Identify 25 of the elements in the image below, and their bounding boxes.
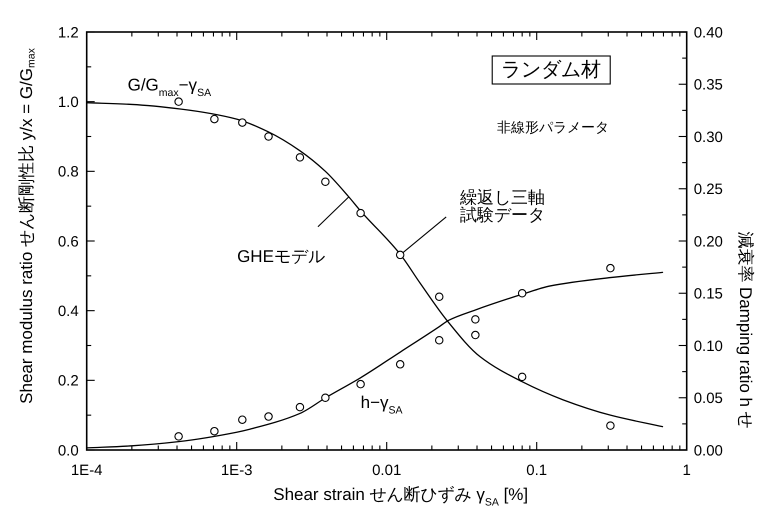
- y2-tick-label: 0.20: [694, 233, 723, 250]
- y-tick-label: 1.0: [58, 94, 79, 111]
- x-tick-label: 1: [682, 462, 691, 479]
- y2-tick-label: 0.35: [694, 76, 723, 94]
- y2-tick-label: 0.15: [694, 286, 723, 303]
- subtitle: 非線形パラメータ: [497, 119, 610, 135]
- x-axis-title: Shear strain せん断ひずみ γ$_{SA}$ [%]: [273, 485, 528, 508]
- y-tick-label: 1.2: [58, 24, 79, 42]
- y-tick-label: 0.2: [58, 372, 79, 390]
- y2-tick-label: 0.00: [694, 442, 723, 460]
- y-tick-label: 0.4: [58, 302, 79, 320]
- y2-tick-label: 0.05: [694, 390, 723, 408]
- x-tick-label: 0.1: [526, 462, 548, 479]
- y-tick-label: 0.8: [58, 164, 79, 181]
- y2-tick-label: 0.25: [694, 181, 723, 198]
- x-tick-label: 0.01: [372, 462, 402, 479]
- x-tick-label: 1E-3: [220, 462, 253, 479]
- x-tick-label: 1E-4: [70, 462, 103, 479]
- y2-axis-title: 減衰率 Damping ratio h せ: [736, 231, 756, 429]
- y-tick-label: 0.0: [58, 442, 79, 460]
- title: ランダム材: [492, 55, 611, 85]
- y-tick-label: 0.6: [58, 233, 79, 250]
- y2-tick-label: 0.10: [694, 338, 723, 355]
- y2-tick-label: 0.40: [694, 24, 723, 42]
- y2-tick-label: 0.30: [694, 128, 723, 146]
